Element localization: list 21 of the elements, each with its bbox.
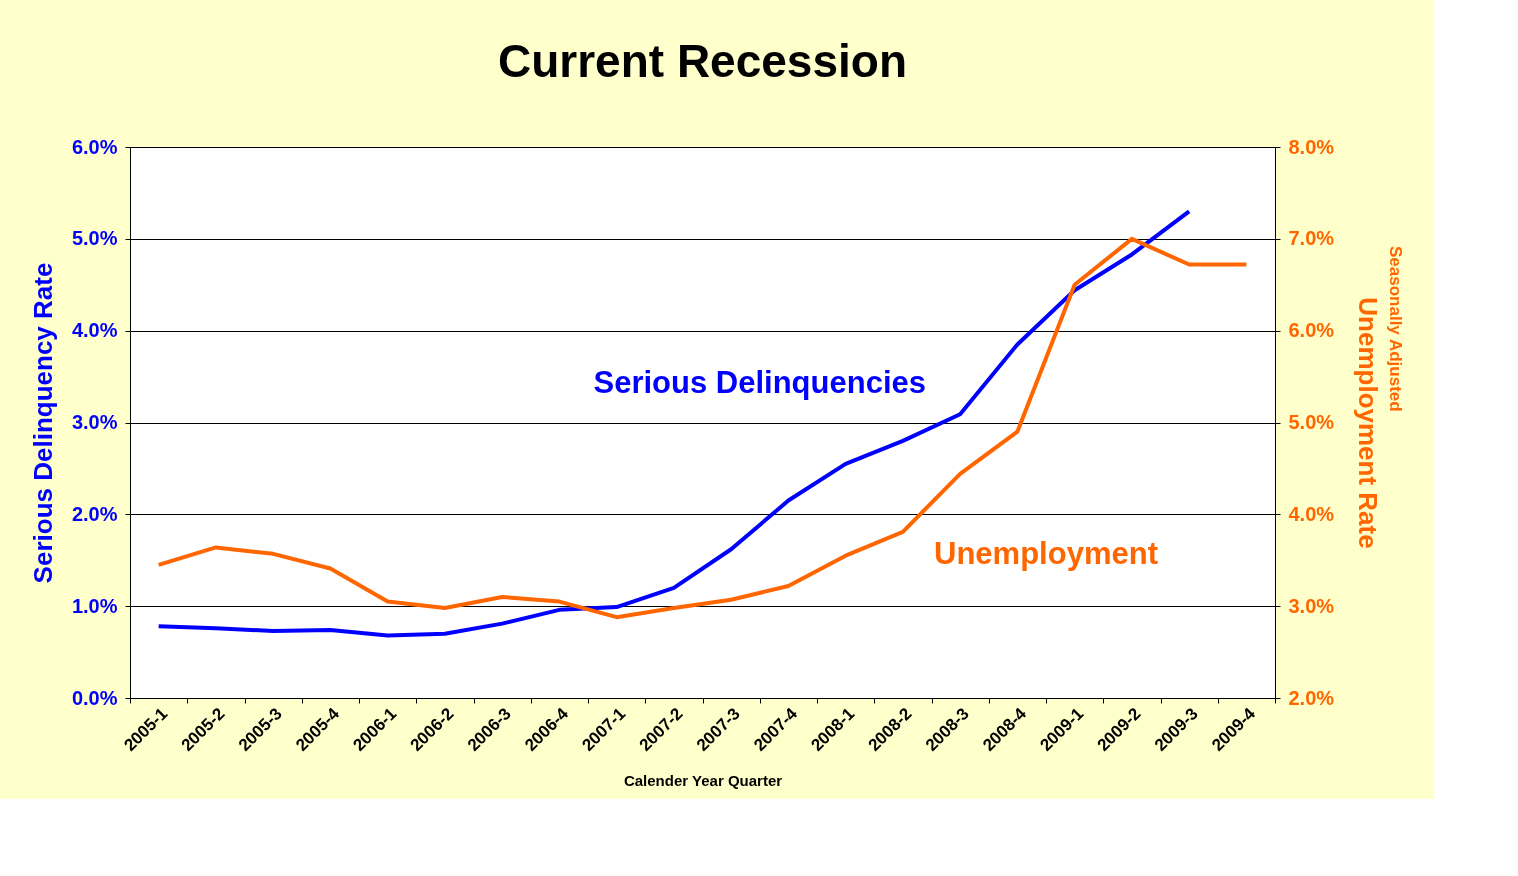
y2-axis-title: Unemployment Rate xyxy=(1353,297,1384,549)
y-tick-label: 0.0% xyxy=(71,686,118,709)
y-axis-title: Serious Delinquency Rate xyxy=(27,262,58,584)
y2-tick-label: 2.0% xyxy=(1288,686,1335,709)
text: Seasonally Adjusted xyxy=(1386,246,1405,412)
y-tick-label: 2.0% xyxy=(71,502,118,525)
y-tick-label: 5.0% xyxy=(71,227,118,250)
y2-tick-label: 4.0% xyxy=(1288,502,1335,525)
y2-tick-label: 8.0% xyxy=(1288,135,1335,158)
y-tick-label: 4.0% xyxy=(71,319,118,342)
x-axis-title: Calender Year Quarter xyxy=(623,772,783,790)
y-tick-label: 3.0% xyxy=(71,411,118,433)
series-label: Unemployment xyxy=(934,535,1158,571)
y2-tick-label: 7.0% xyxy=(1288,227,1335,250)
y2-tick-label: 6.0% xyxy=(1288,319,1335,342)
y2-tick-label: 3.0% xyxy=(1288,594,1335,617)
series-label: Serious Delinquencies xyxy=(593,364,926,400)
y2-tick-label: 5.0% xyxy=(1288,411,1335,433)
y-tick-label: 1.0% xyxy=(71,594,118,617)
chart-title: Current Recession xyxy=(497,35,908,87)
y-tick-label: 6.0% xyxy=(71,135,118,158)
